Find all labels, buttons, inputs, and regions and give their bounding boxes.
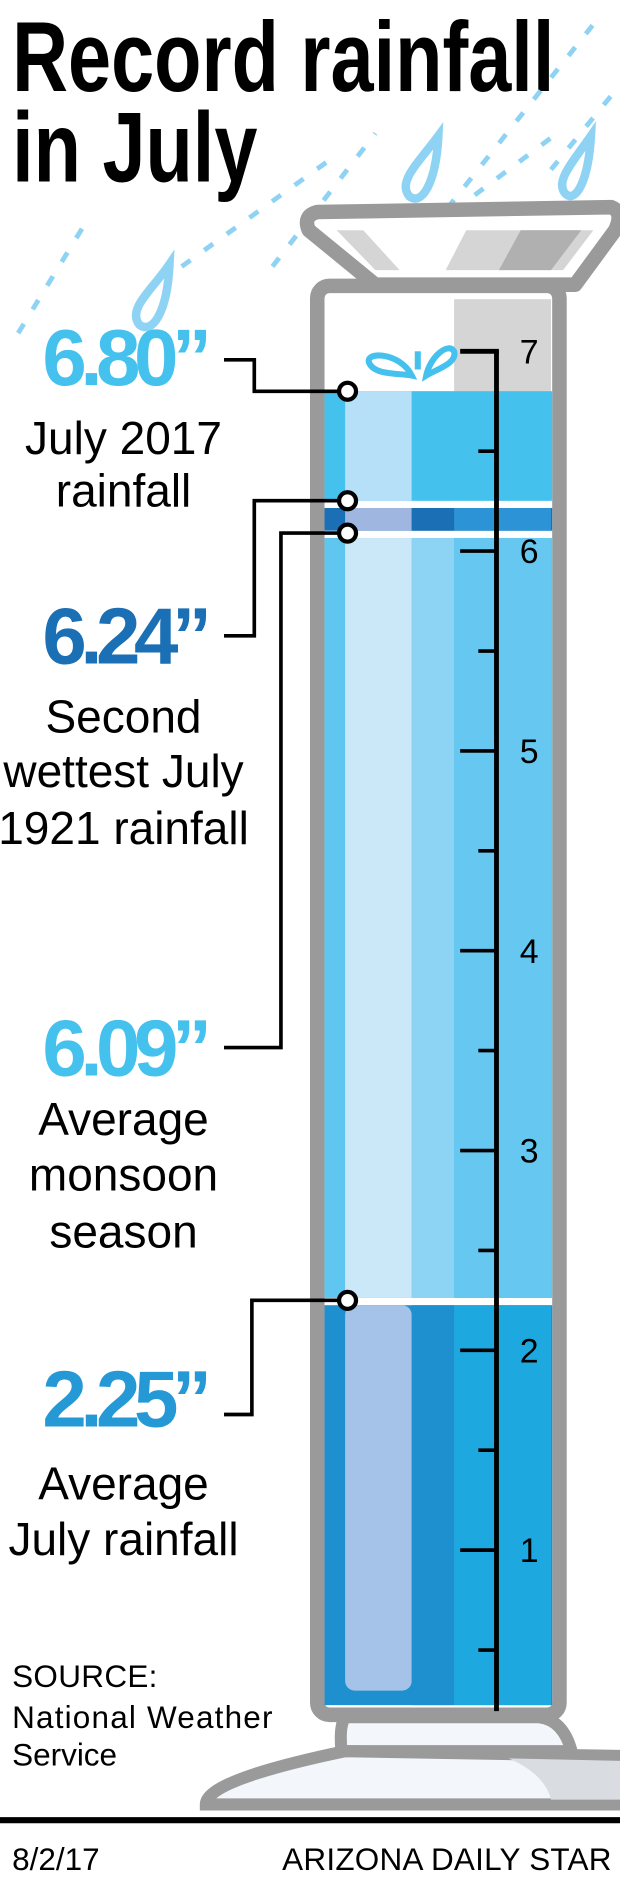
water-level-monsoon <box>324 537 553 1298</box>
water-highlight <box>345 1305 412 1691</box>
water-right <box>454 507 551 531</box>
water-mid <box>411 1305 455 1706</box>
leader-line <box>224 531 338 1050</box>
title-line-1: Record rainfall <box>12 1 554 113</box>
measurement-scale: 1 2 3 4 5 6 7 <box>460 333 539 1714</box>
callout-description: season <box>49 1205 197 1257</box>
tick-label: 1 <box>520 1532 539 1570</box>
callout-description: Average <box>38 1457 209 1509</box>
splash-icon <box>365 345 458 382</box>
callout-description: rainfall <box>56 464 192 516</box>
tick-label: 5 <box>520 733 539 771</box>
callout-value: 6.09” <box>42 1003 212 1092</box>
water-level-2017 <box>324 391 553 501</box>
leader-line <box>224 357 338 394</box>
gauge-funnel <box>299 199 620 292</box>
callout-description: July 2017 <box>25 412 222 464</box>
level-marker <box>336 380 359 402</box>
water-right <box>454 537 551 1298</box>
callout-description: 1921 rainfall <box>0 802 249 854</box>
title-line-2: in July <box>12 91 258 203</box>
water-right <box>454 1305 551 1706</box>
source-name-line-1: National Weather <box>12 1700 272 1735</box>
callout-description: Second <box>46 691 202 743</box>
level-marker <box>336 522 359 544</box>
callout-description: wettest July <box>2 745 243 797</box>
tick-label: 3 <box>520 1133 539 1171</box>
gauge-base <box>199 1711 620 1811</box>
water-highlight <box>345 537 412 1298</box>
callout-value: 2.25” <box>42 1355 212 1444</box>
footer-date: 8/2/17 <box>12 1842 100 1877</box>
source-label: SOURCE: <box>12 1659 157 1694</box>
callout-description: Average <box>38 1093 209 1145</box>
water-highlight <box>345 507 412 531</box>
callout-description: July rainfall <box>8 1513 238 1565</box>
water-level-1921 <box>324 507 553 531</box>
water-mid <box>411 537 455 1298</box>
source-name-line-2: Service <box>12 1738 117 1773</box>
tick-label: 6 <box>520 533 539 571</box>
level-marker <box>336 1289 359 1311</box>
water-highlight <box>345 391 412 501</box>
water-mid <box>411 507 455 531</box>
callout-description: monsoon <box>29 1148 218 1200</box>
water-level-july-avg <box>324 1305 553 1706</box>
callout-value: 6.80” <box>42 313 212 402</box>
leader-line <box>224 498 338 638</box>
tick-label: 7 <box>520 333 539 371</box>
tick-label: 2 <box>520 1332 539 1370</box>
water-right <box>454 391 551 501</box>
callout-value: 6.24” <box>42 592 212 681</box>
tick-label: 4 <box>520 933 539 971</box>
footer-publisher: ARIZONA DAILY STAR <box>282 1842 611 1877</box>
level-marker <box>336 490 359 512</box>
water-mid <box>411 391 455 501</box>
leader-line <box>224 1298 338 1417</box>
